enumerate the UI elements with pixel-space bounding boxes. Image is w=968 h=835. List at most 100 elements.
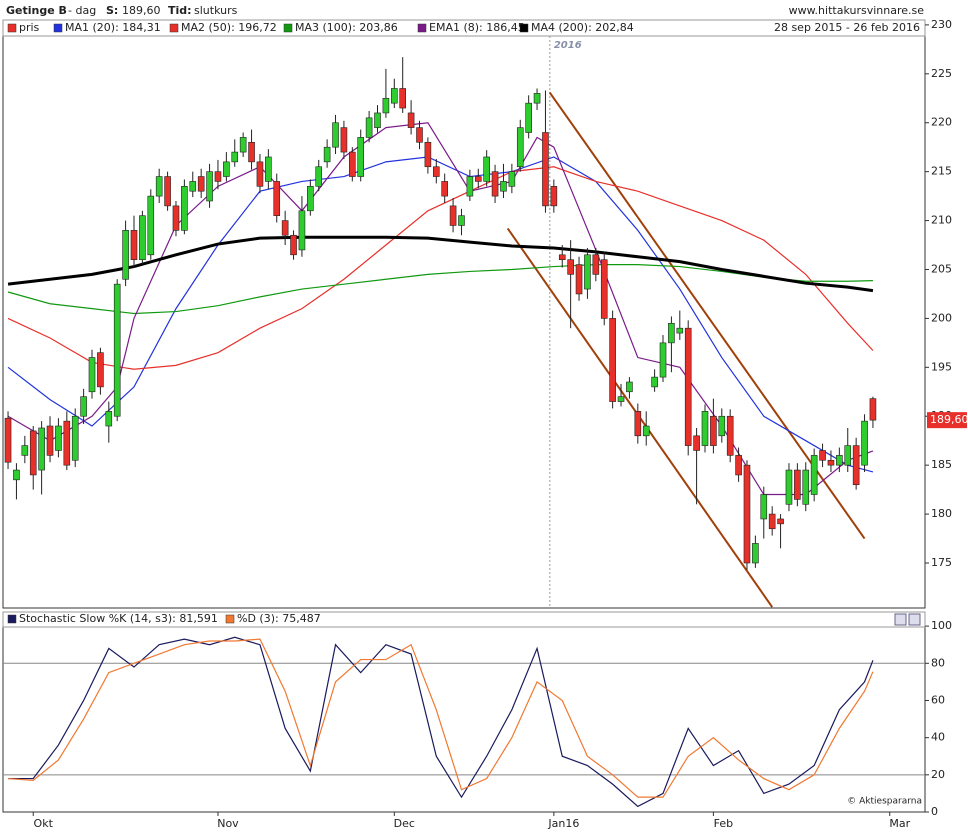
x-tick-label: Jan16 bbox=[547, 817, 579, 830]
y-tick-label: 210 bbox=[931, 214, 952, 227]
candle-body bbox=[374, 112, 381, 128]
candle-body bbox=[676, 327, 684, 334]
legend-label: MA2 (50): 196,72 bbox=[181, 21, 277, 34]
legend-label: %D (3): 75,487 bbox=[237, 612, 321, 625]
candle-body bbox=[760, 494, 768, 520]
candle-body bbox=[785, 469, 793, 505]
tool-icon[interactable] bbox=[908, 613, 921, 626]
candle-body bbox=[164, 176, 171, 207]
candle-body bbox=[315, 166, 323, 187]
candle-body bbox=[416, 127, 423, 143]
y-tick-label: 230 bbox=[931, 18, 952, 31]
candle-body bbox=[298, 210, 306, 251]
legend-swatch bbox=[225, 614, 235, 624]
candle-body bbox=[474, 176, 482, 182]
candle-body bbox=[558, 254, 566, 261]
candle-body bbox=[432, 166, 440, 177]
candle-body bbox=[500, 181, 507, 192]
candle-body bbox=[214, 171, 222, 182]
candle-body bbox=[743, 464, 751, 564]
y-tick-label: 215 bbox=[931, 165, 952, 178]
x-tick-label: Mar bbox=[889, 817, 910, 830]
site: www.hittakursvinnare.se bbox=[789, 4, 925, 17]
candle-body bbox=[172, 205, 180, 231]
candle-body bbox=[592, 254, 600, 275]
candle-body bbox=[256, 161, 264, 187]
candle-body bbox=[38, 427, 45, 471]
candle-body bbox=[626, 381, 633, 393]
y-tick-label: 20 bbox=[931, 768, 945, 781]
candle-body bbox=[575, 264, 583, 295]
line-series bbox=[7, 166, 874, 370]
candle-body bbox=[231, 151, 239, 163]
legend-swatch bbox=[283, 23, 293, 33]
legend-swatch bbox=[519, 23, 529, 33]
price-tag-label: 189,60 bbox=[930, 413, 968, 426]
legend-swatch bbox=[7, 23, 17, 33]
line-series bbox=[8, 636, 874, 808]
candle-body bbox=[155, 176, 163, 197]
kind: slutkurs bbox=[194, 4, 238, 17]
candle-body bbox=[265, 156, 272, 182]
candle-body bbox=[139, 215, 146, 261]
candle-body bbox=[88, 357, 96, 393]
candle-body bbox=[466, 176, 474, 197]
y-tick-label: 100 bbox=[931, 619, 952, 632]
candle-body bbox=[844, 445, 852, 466]
candle-body bbox=[97, 352, 104, 388]
candle-body bbox=[122, 230, 129, 280]
candle-body bbox=[491, 171, 499, 197]
candle-body bbox=[735, 455, 742, 476]
x-tick-label: Dec bbox=[394, 817, 415, 830]
candle-body bbox=[197, 176, 205, 192]
candle-body bbox=[752, 543, 759, 564]
legend-label: EMA1 (8): 186,45 bbox=[429, 21, 525, 34]
candle-body bbox=[281, 220, 289, 236]
candle-body bbox=[861, 420, 868, 466]
candle-body bbox=[307, 186, 314, 212]
last: 189,60 bbox=[122, 4, 161, 17]
candle-body bbox=[642, 425, 650, 437]
candle-body bbox=[726, 415, 734, 456]
candle-body bbox=[567, 259, 574, 275]
candle-body bbox=[55, 425, 62, 451]
candle-body bbox=[617, 396, 625, 402]
candle-body bbox=[340, 127, 348, 153]
candle-body bbox=[634, 411, 642, 437]
legend-swatch bbox=[53, 23, 63, 33]
candle-body bbox=[71, 415, 79, 461]
candle-body bbox=[600, 259, 608, 319]
candle-body bbox=[239, 137, 247, 153]
candle-body bbox=[525, 102, 532, 133]
stock-name: Getinge B bbox=[6, 4, 67, 17]
year-marker: 2016 bbox=[554, 40, 582, 51]
legend-swatch bbox=[417, 23, 427, 33]
candle-body bbox=[21, 445, 29, 456]
y-tick-label: 220 bbox=[931, 116, 952, 129]
candle-body bbox=[852, 445, 860, 486]
tool-icon[interactable] bbox=[894, 613, 907, 626]
legend-label: MA1 (20): 184,31 bbox=[65, 21, 161, 34]
line-series bbox=[7, 235, 874, 293]
legend-label: MA4 (200): 202,84 bbox=[531, 21, 634, 34]
candle-body bbox=[693, 435, 700, 451]
y-tick-label: 60 bbox=[931, 693, 945, 706]
copyright: © Aktiespararna bbox=[847, 797, 922, 807]
date-range: 28 sep 2015 - 26 feb 2016 bbox=[774, 21, 920, 34]
candle-body bbox=[399, 88, 407, 109]
y-tick-label: 225 bbox=[931, 67, 952, 80]
candle-body bbox=[508, 171, 516, 187]
candle-body bbox=[130, 230, 138, 261]
candle-body bbox=[357, 137, 365, 177]
candle-body bbox=[701, 411, 709, 446]
candle-body bbox=[684, 327, 692, 446]
candle-body bbox=[46, 425, 54, 456]
candle-body bbox=[651, 376, 658, 388]
y-tick-label: 40 bbox=[931, 731, 945, 744]
candle-body bbox=[449, 205, 457, 226]
y-tick-label: 180 bbox=[931, 507, 952, 520]
candle-body bbox=[777, 518, 784, 525]
candle-body bbox=[382, 97, 390, 114]
